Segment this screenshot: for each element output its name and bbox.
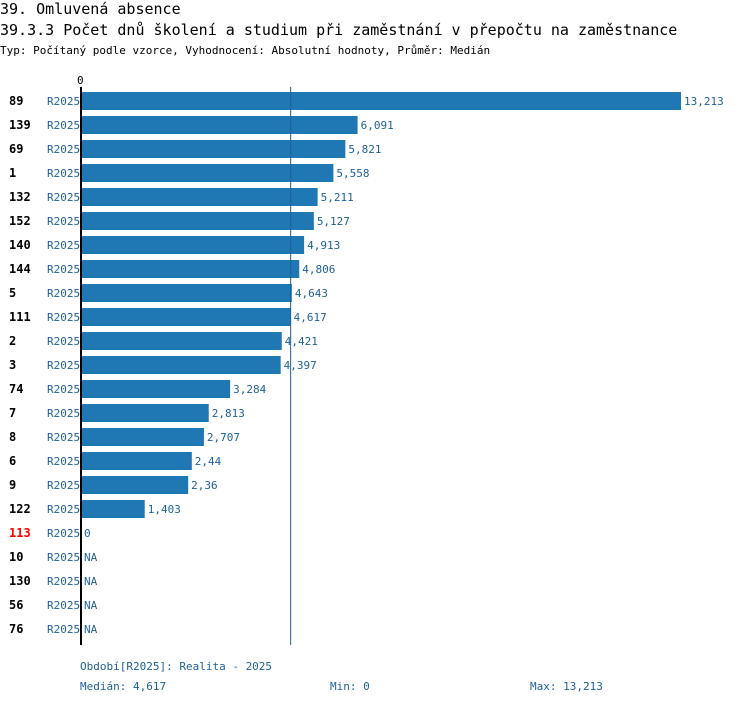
row-period-label: R2025 xyxy=(47,551,80,564)
row-period-label: R2025 xyxy=(47,239,80,252)
row-period-label: R2025 xyxy=(47,143,80,156)
bar xyxy=(81,428,204,446)
max-summary: Max: 13,213 xyxy=(530,680,603,693)
row-id-label: 5 xyxy=(9,286,16,300)
row-id-label: 113 xyxy=(9,526,31,540)
bar xyxy=(81,260,300,278)
bar-value-label: 6,091 xyxy=(361,119,394,132)
row-period-label: R2025 xyxy=(47,599,80,612)
row-period-label: R2025 xyxy=(47,215,80,228)
row-period-label: R2025 xyxy=(47,359,80,372)
bar xyxy=(81,500,145,518)
row-period-label: R2025 xyxy=(47,455,80,468)
row-period-label: R2025 xyxy=(47,191,80,204)
median-summary: Medián: 4,617 xyxy=(80,680,167,693)
row-period-label: R2025 xyxy=(47,407,80,420)
bar-value-label: 4,643 xyxy=(295,287,328,300)
row-id-label: 144 xyxy=(9,262,31,276)
bar xyxy=(81,164,334,182)
min-summary: Min: 0 xyxy=(330,680,370,693)
bar-value-label: 2,44 xyxy=(195,455,222,468)
bar xyxy=(81,212,314,230)
bar-value-label: 5,211 xyxy=(321,191,354,204)
row-id-label: 89 xyxy=(9,94,23,108)
bar-value-label: 2,36 xyxy=(191,479,218,492)
row-period-label: R2025 xyxy=(47,623,80,636)
bar xyxy=(81,356,281,374)
row-id-label: 10 xyxy=(9,550,23,564)
row-period-label: R2025 xyxy=(47,95,80,108)
bar-value-label: 1,403 xyxy=(148,503,181,516)
row-period-label: R2025 xyxy=(47,479,80,492)
row-period-label: R2025 xyxy=(47,503,80,516)
bar xyxy=(81,236,305,254)
bar xyxy=(81,92,681,110)
section-title: 39. Omluvená absence xyxy=(0,0,181,18)
bar-value-label: 0 xyxy=(84,527,91,540)
row-id-label: 9 xyxy=(9,478,16,492)
row-id-label: 76 xyxy=(9,622,23,636)
row-period-label: R2025 xyxy=(47,311,80,324)
bar-value-label: 4,397 xyxy=(284,359,317,372)
row-period-label: R2025 xyxy=(47,287,80,300)
row-id-label: 1 xyxy=(9,166,16,180)
row-id-label: 69 xyxy=(9,142,23,156)
row-id-label: 7 xyxy=(9,406,16,420)
row-id-label: 8 xyxy=(9,430,16,444)
bar xyxy=(81,188,318,206)
bar-value-label: 5,558 xyxy=(336,167,369,180)
bar-value-label: NA xyxy=(84,599,98,612)
row-id-label: 139 xyxy=(9,118,31,132)
row-id-label: 122 xyxy=(9,502,31,516)
row-period-label: R2025 xyxy=(47,527,80,540)
axis-zero-label: 0 xyxy=(77,74,84,87)
row-period-label: R2025 xyxy=(47,431,80,444)
bar xyxy=(81,332,282,350)
bar-value-label: 3,284 xyxy=(233,383,266,396)
row-id-label: 111 xyxy=(9,310,31,324)
row-period-label: R2025 xyxy=(47,263,80,276)
bar-value-label: 4,617 xyxy=(294,311,327,324)
row-period-label: R2025 xyxy=(47,119,80,132)
bar xyxy=(81,380,231,398)
bar xyxy=(81,452,192,470)
bar-value-label: NA xyxy=(84,575,98,588)
bar xyxy=(81,476,189,494)
row-id-label: 56 xyxy=(9,598,23,612)
row-period-label: R2025 xyxy=(47,167,80,180)
row-id-label: 140 xyxy=(9,238,31,252)
row-id-label: 6 xyxy=(9,454,16,468)
chart-title: 39.3.3 Počet dnů školení a studium při z… xyxy=(0,21,678,39)
chart-subtitle: Typ: Počítaný podle vzorce, Vyhodnocení:… xyxy=(0,44,491,57)
bar-value-label: 4,806 xyxy=(302,263,335,276)
bar xyxy=(81,116,358,134)
row-id-label: 2 xyxy=(9,334,16,348)
bar-value-label: 5,127 xyxy=(317,215,350,228)
bar xyxy=(81,308,291,326)
row-id-label: 3 xyxy=(9,358,16,372)
bar-value-label: 13,213 xyxy=(684,95,724,108)
row-period-label: R2025 xyxy=(47,335,80,348)
bar xyxy=(81,284,292,302)
bar xyxy=(81,140,346,158)
period-legend: Období[R2025]: Realita - 2025 xyxy=(80,660,273,673)
bar-value-label: NA xyxy=(84,623,98,636)
bar xyxy=(81,404,209,422)
row-id-label: 132 xyxy=(9,190,31,204)
row-id-label: 152 xyxy=(9,214,31,228)
row-id-label: 130 xyxy=(9,574,31,588)
bar-value-label: 4,421 xyxy=(285,335,318,348)
row-id-label: 74 xyxy=(9,382,23,396)
bar-value-label: NA xyxy=(84,551,98,564)
row-period-label: R2025 xyxy=(47,575,80,588)
bar-value-label: 5,821 xyxy=(348,143,381,156)
row-period-label: R2025 xyxy=(47,383,80,396)
bar-value-label: 2,707 xyxy=(207,431,240,444)
bar-value-label: 4,913 xyxy=(307,239,340,252)
bar-value-label: 2,813 xyxy=(212,407,245,420)
